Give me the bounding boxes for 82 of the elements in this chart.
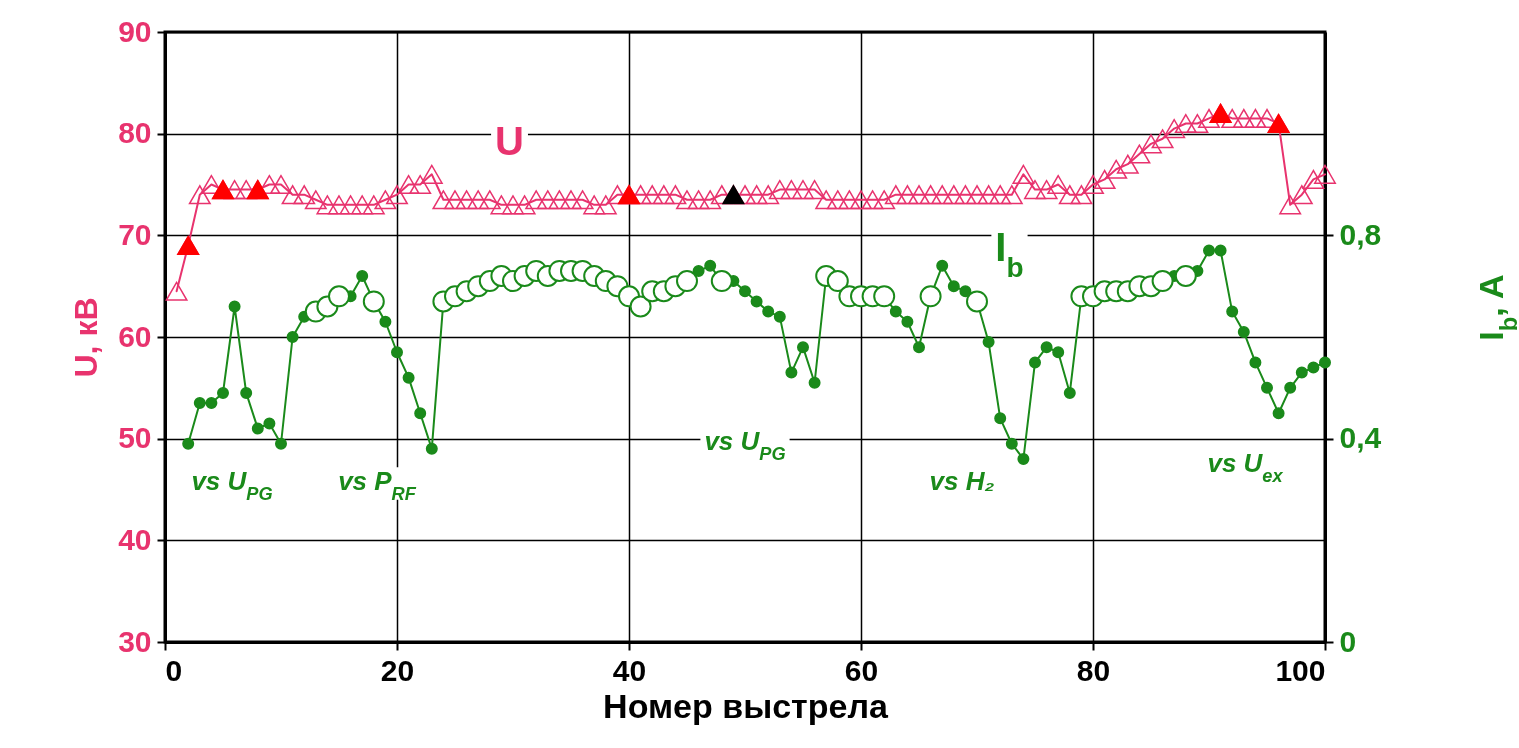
point <box>1307 361 1320 374</box>
point <box>873 285 896 308</box>
point <box>1284 381 1297 394</box>
point <box>286 331 299 343</box>
point <box>1040 341 1053 354</box>
point <box>1249 356 1262 369</box>
y-tick-label: 50 <box>118 421 152 455</box>
point <box>826 270 849 293</box>
y-tick-label: 30 <box>118 624 152 658</box>
point <box>808 376 821 389</box>
point <box>785 366 798 379</box>
point <box>1174 265 1197 287</box>
point <box>1017 453 1030 465</box>
point <box>1295 366 1308 379</box>
point <box>1272 407 1285 420</box>
y-tick-label: 80 <box>118 116 152 150</box>
x-tick-label: 60 <box>844 653 879 687</box>
point <box>193 397 206 410</box>
point <box>251 422 264 435</box>
point <box>773 310 786 323</box>
point <box>750 295 763 308</box>
y2-tick-label: 0,4 <box>1339 421 1382 455</box>
point <box>994 412 1007 425</box>
point <box>913 341 925 354</box>
point <box>391 346 403 359</box>
x-tick-label: 100 <box>1275 653 1326 687</box>
point <box>959 285 972 298</box>
x-axis-title: Номер выстрела <box>603 686 889 725</box>
y2-tick-label: 0 <box>1339 624 1357 658</box>
y2-tick-label: 0,8 <box>1339 217 1382 251</box>
series-label: U <box>495 119 524 164</box>
point <box>797 341 809 354</box>
annotation: vs H₂ <box>929 466 995 496</box>
point <box>263 417 276 430</box>
point <box>328 285 350 308</box>
point <box>1203 244 1215 257</box>
point <box>414 407 427 420</box>
point <box>947 280 960 293</box>
point <box>710 270 733 293</box>
point <box>1226 305 1239 318</box>
point <box>1063 386 1076 399</box>
x-tick-label: 40 <box>612 653 647 687</box>
point <box>356 270 369 282</box>
x-tick-label: 20 <box>380 653 415 687</box>
y2-axis-title: Ib, A <box>1472 274 1519 341</box>
point <box>205 397 218 410</box>
y-tick-label: 40 <box>118 522 152 556</box>
point <box>240 386 253 399</box>
point <box>966 290 988 313</box>
point <box>217 386 229 399</box>
point <box>889 305 902 318</box>
point <box>629 295 652 318</box>
point <box>362 290 385 313</box>
y-tick-label: 60 <box>118 319 152 353</box>
point <box>739 285 751 298</box>
point <box>182 437 195 450</box>
point <box>704 259 717 272</box>
y-tick-label: 90 <box>118 14 152 48</box>
point <box>1052 346 1065 359</box>
x-tick-label: 80 <box>1076 653 1111 687</box>
point <box>1029 356 1041 369</box>
point <box>982 336 995 349</box>
point <box>1151 270 1174 293</box>
point <box>1261 381 1273 394</box>
point <box>676 270 698 293</box>
point <box>692 264 705 277</box>
point <box>936 259 949 272</box>
point <box>1214 244 1227 257</box>
point <box>402 371 415 384</box>
y-tick-label: 70 <box>118 217 152 251</box>
point <box>425 442 438 455</box>
x-tick-label: 0 <box>165 653 183 687</box>
point <box>275 437 287 450</box>
y-axis-title: U, кВ <box>68 297 105 378</box>
point <box>919 285 942 308</box>
point <box>379 315 392 328</box>
point <box>1005 437 1018 450</box>
point <box>901 315 914 328</box>
point <box>228 300 241 313</box>
point <box>1237 325 1250 338</box>
point <box>1319 356 1331 369</box>
point <box>762 305 775 318</box>
